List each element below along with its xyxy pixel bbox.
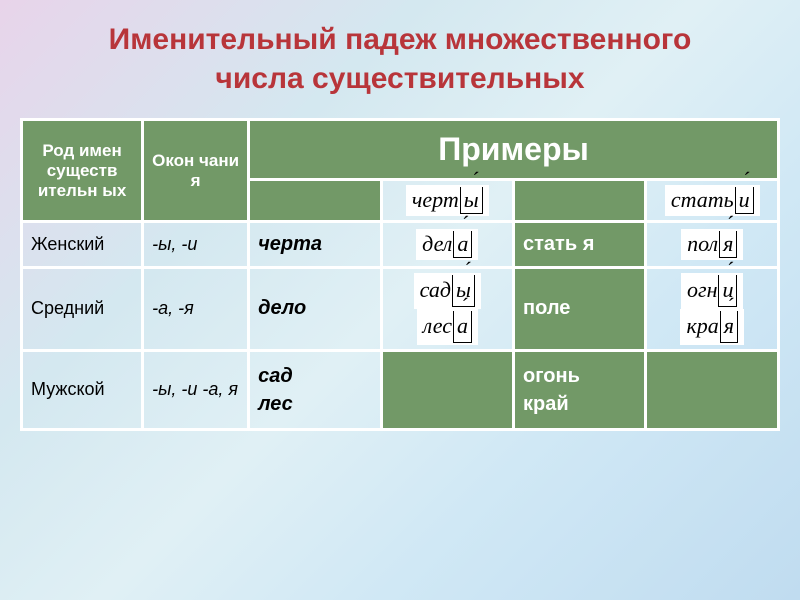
endings-cell: -а, -я [143, 268, 249, 351]
ending-box-cell: дел´а [381, 222, 513, 268]
grammar-table: Род имен существ ительн ых Окон чани я П… [20, 118, 780, 431]
header-examples: Примеры [249, 120, 779, 180]
ending-box-cell-2: огн´и кра´я [646, 268, 779, 351]
ending-box-cell: сад´ы лес´а [381, 268, 513, 351]
ending-box-cell-2 [646, 350, 779, 429]
example-word: дело [249, 268, 381, 351]
example-word-2: огонь край [514, 350, 646, 429]
ending-box-cell [381, 350, 513, 429]
table-row: Средний -а, -я дело сад´ы лес´а поле огн… [22, 268, 779, 351]
endings-cell: -ы, -и [143, 222, 249, 268]
example-word: сад лес [249, 350, 381, 429]
table-row: Мужской -ы, -и -а, я сад лес огонь край [22, 350, 779, 429]
title-line-1: Именительный падеж множественного [109, 23, 692, 56]
header-ending-box-2: стать´и [646, 180, 779, 222]
header-ex3 [514, 180, 646, 222]
example-word-2: поле [514, 268, 646, 351]
header-ending-box-1: черт´ы [381, 180, 513, 222]
gender-cell: Средний [22, 268, 143, 351]
page-title: Именительный падеж множественного числа … [20, 20, 780, 98]
ending-box-cell-2: пол´я [646, 222, 779, 268]
header-ex1 [249, 180, 381, 222]
gender-cell: Женский [22, 222, 143, 268]
title-line-2: числа существительных [215, 62, 584, 95]
table-header-row: Род имен существ ительн ых Окон чани я П… [22, 120, 779, 180]
table-row: Женский -ы, -и черта дел´а стать я пол´я [22, 222, 779, 268]
gender-cell: Мужской [22, 350, 143, 429]
header-gender: Род имен существ ительн ых [22, 120, 143, 222]
example-word: черта [249, 222, 381, 268]
example-word-2: стать я [514, 222, 646, 268]
endings-cell: -ы, -и -а, я [143, 350, 249, 429]
header-endings: Окон чани я [143, 120, 249, 222]
